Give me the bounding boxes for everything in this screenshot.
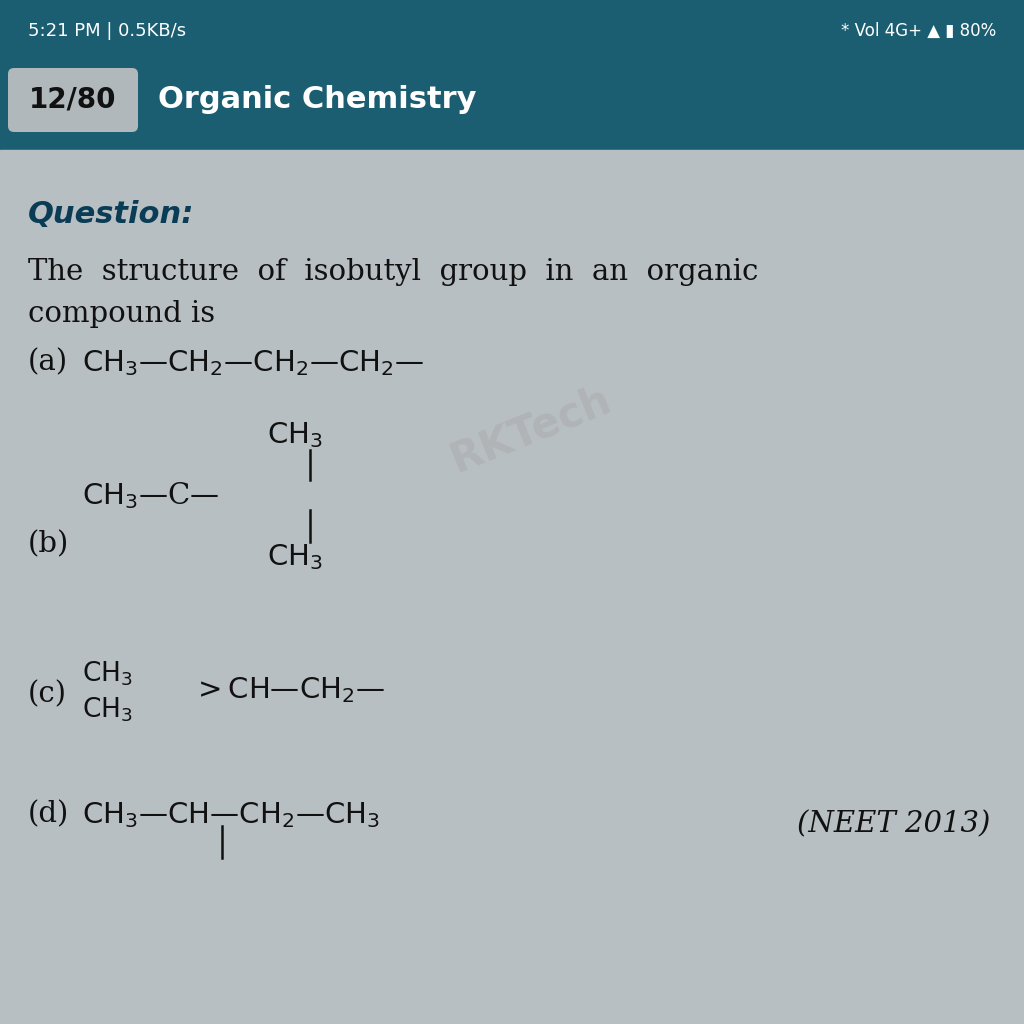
Text: (c): (c) (28, 680, 67, 708)
Text: (a): (a) (28, 348, 69, 376)
Text: $\mathrm{>CH}$—$\mathrm{CH_2}$—: $\mathrm{>CH}$—$\mathrm{CH_2}$— (193, 675, 385, 705)
Text: (d): (d) (28, 800, 70, 828)
Text: The  structure  of  isobutyl  group  in  an  organic: The structure of isobutyl group in an or… (28, 258, 759, 286)
Text: compound is: compound is (28, 300, 215, 328)
Text: $\mathrm{CH_3}$—$\mathrm{CH_2}$—$\mathrm{CH_2}$—$\mathrm{CH_2}$—: $\mathrm{CH_3}$—$\mathrm{CH_2}$—$\mathrm… (82, 348, 424, 378)
Text: $\mathrm{CH_3}$: $\mathrm{CH_3}$ (82, 660, 133, 688)
FancyBboxPatch shape (8, 68, 138, 132)
Text: 12/80: 12/80 (30, 86, 117, 114)
Text: $\mathrm{CH_3}$: $\mathrm{CH_3}$ (82, 695, 133, 724)
Text: $\mathrm{CH_3}$: $\mathrm{CH_3}$ (267, 542, 323, 571)
Text: $\mathrm{CH_3}$—C—: $\mathrm{CH_3}$—C— (82, 480, 219, 511)
Bar (0, 62, 1024, 150)
Bar (0, 150, 1024, 1024)
Text: Organic Chemistry: Organic Chemistry (158, 85, 476, 115)
Text: $\mathrm{CH_3}$: $\mathrm{CH_3}$ (267, 420, 323, 450)
Text: (NEET 2013): (NEET 2013) (797, 810, 990, 838)
Text: $\mathrm{CH_3}$—$\mathrm{CH}$—$\mathrm{CH_2}$—$\mathrm{CH_3}$: $\mathrm{CH_3}$—$\mathrm{CH}$—$\mathrm{C… (82, 800, 380, 829)
Text: RKTech: RKTech (443, 379, 616, 481)
Text: (b): (b) (28, 530, 70, 558)
Text: * Vol 4G+ ▲ ▮ 80%: * Vol 4G+ ▲ ▮ 80% (841, 22, 996, 40)
Bar (0, 0, 1024, 62)
Text: Question:: Question: (28, 200, 195, 229)
Text: 5:21 PM | 0.5KB/s: 5:21 PM | 0.5KB/s (28, 22, 186, 40)
